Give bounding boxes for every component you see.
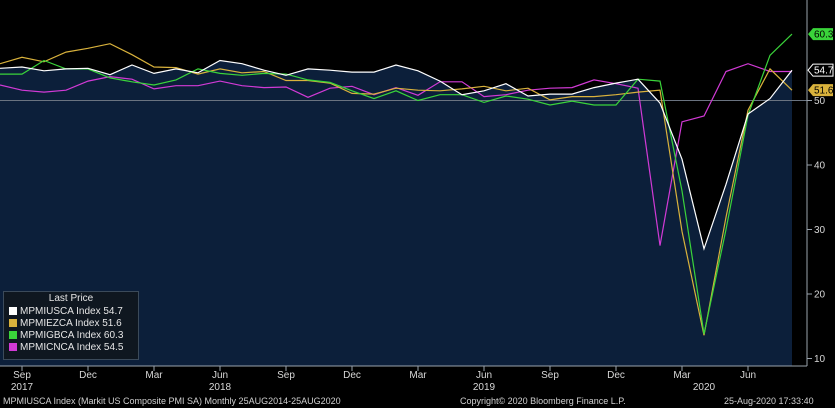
footer-timestamp: 25-Aug-2020 17:33:40: [724, 396, 814, 406]
x-year-label: 2020: [693, 382, 716, 393]
x-tick-label: Jun: [212, 370, 228, 381]
x-tick-label: Jun: [740, 370, 756, 381]
badge-value: 51.6: [814, 86, 834, 97]
last-price-badge: 54.7: [807, 63, 834, 77]
legend-series-value: 54.7: [103, 306, 123, 317]
plot-area-fill: [0, 60, 792, 366]
legend-item: MPMIUSCA Index 54.7: [9, 306, 123, 318]
legend-series-value: 60.3: [103, 330, 124, 341]
x-tick-label: Jun: [476, 370, 492, 381]
legend-swatch: [9, 343, 17, 351]
legend-series-name: MPMIGBCA Index: [20, 330, 104, 341]
legend-title: Last Price: [48, 293, 94, 304]
x-tick-label: Sep: [277, 370, 295, 381]
badge-shape: [807, 63, 834, 77]
footer: MPMIUSCA Index (Markit US Composite PMI …: [0, 395, 835, 408]
legend-swatch: [9, 319, 17, 327]
x-year-label: 2018: [209, 382, 232, 393]
legend-series-name: MPMIUSCA Index: [20, 306, 104, 317]
series-line-mpmiusca: [0, 59, 793, 251]
series-line-mpmiezca: [0, 43, 793, 336]
x-tick-label: Sep: [541, 370, 559, 381]
legend-item: MPMIGBCA Index 60.3: [9, 330, 123, 342]
x-tick-label: Sep: [13, 370, 31, 381]
legend-swatch: [9, 331, 17, 339]
footer-source: MPMIUSCA Index (Markit US Composite PMI …: [3, 396, 341, 406]
badge-value: 60.3: [814, 30, 834, 41]
x-tick-label: Mar: [673, 370, 691, 381]
legend-item: MPMIEZCA Index 51.6: [9, 318, 122, 330]
footer-copyright: Copyright© 2020 Bloomberg Finance L.P.: [460, 396, 626, 406]
x-tick-label: Dec: [79, 370, 97, 381]
legend-series-value: 51.6: [102, 318, 122, 329]
x-tick-label: Mar: [409, 370, 427, 381]
badge-shape: [808, 84, 833, 97]
y-tick-label: 50: [814, 96, 826, 107]
last-price-badges: 60.3 54.7 51.6: [807, 28, 834, 97]
legend-swatch: [9, 307, 17, 315]
series-line-mpmigbca: [0, 33, 793, 335]
last-price-badge: 51.6: [808, 84, 834, 97]
y-axis: 10 20 30 40 50: [806, 0, 826, 366]
x-tick-label: Dec: [607, 370, 625, 381]
last-price-badge: 60.3: [808, 28, 834, 41]
legend: Last Price MPMIUSCA Index 54.7 MPMIEZCA I…: [3, 291, 139, 360]
x-year-label: 2017: [11, 382, 34, 393]
x-year-label: 2019: [473, 382, 496, 393]
legend-item: MPMICNCA Index 54.5: [9, 342, 123, 354]
legend-series-value: 54.5: [103, 342, 124, 353]
badge-value: 54.7: [814, 66, 834, 77]
y-tick-label: 20: [814, 290, 826, 301]
y-tick-label: 10: [814, 354, 826, 365]
x-tick-label: Mar: [145, 370, 163, 381]
y-tick-label: 40: [814, 161, 826, 172]
x-tick-label: Dec: [343, 370, 361, 381]
legend-series-name: MPMIEZCA Index: [20, 318, 103, 329]
series-lines: [0, 33, 793, 336]
badge-shape: [808, 28, 833, 41]
legend-series-name: MPMICNCA Index: [20, 342, 104, 353]
y-tick-label: 30: [814, 225, 826, 236]
x-axis: Sep Dec Mar Jun Sep Dec Mar Jun Sep Dec Mar Jun 2017…: [0, 365, 807, 393]
